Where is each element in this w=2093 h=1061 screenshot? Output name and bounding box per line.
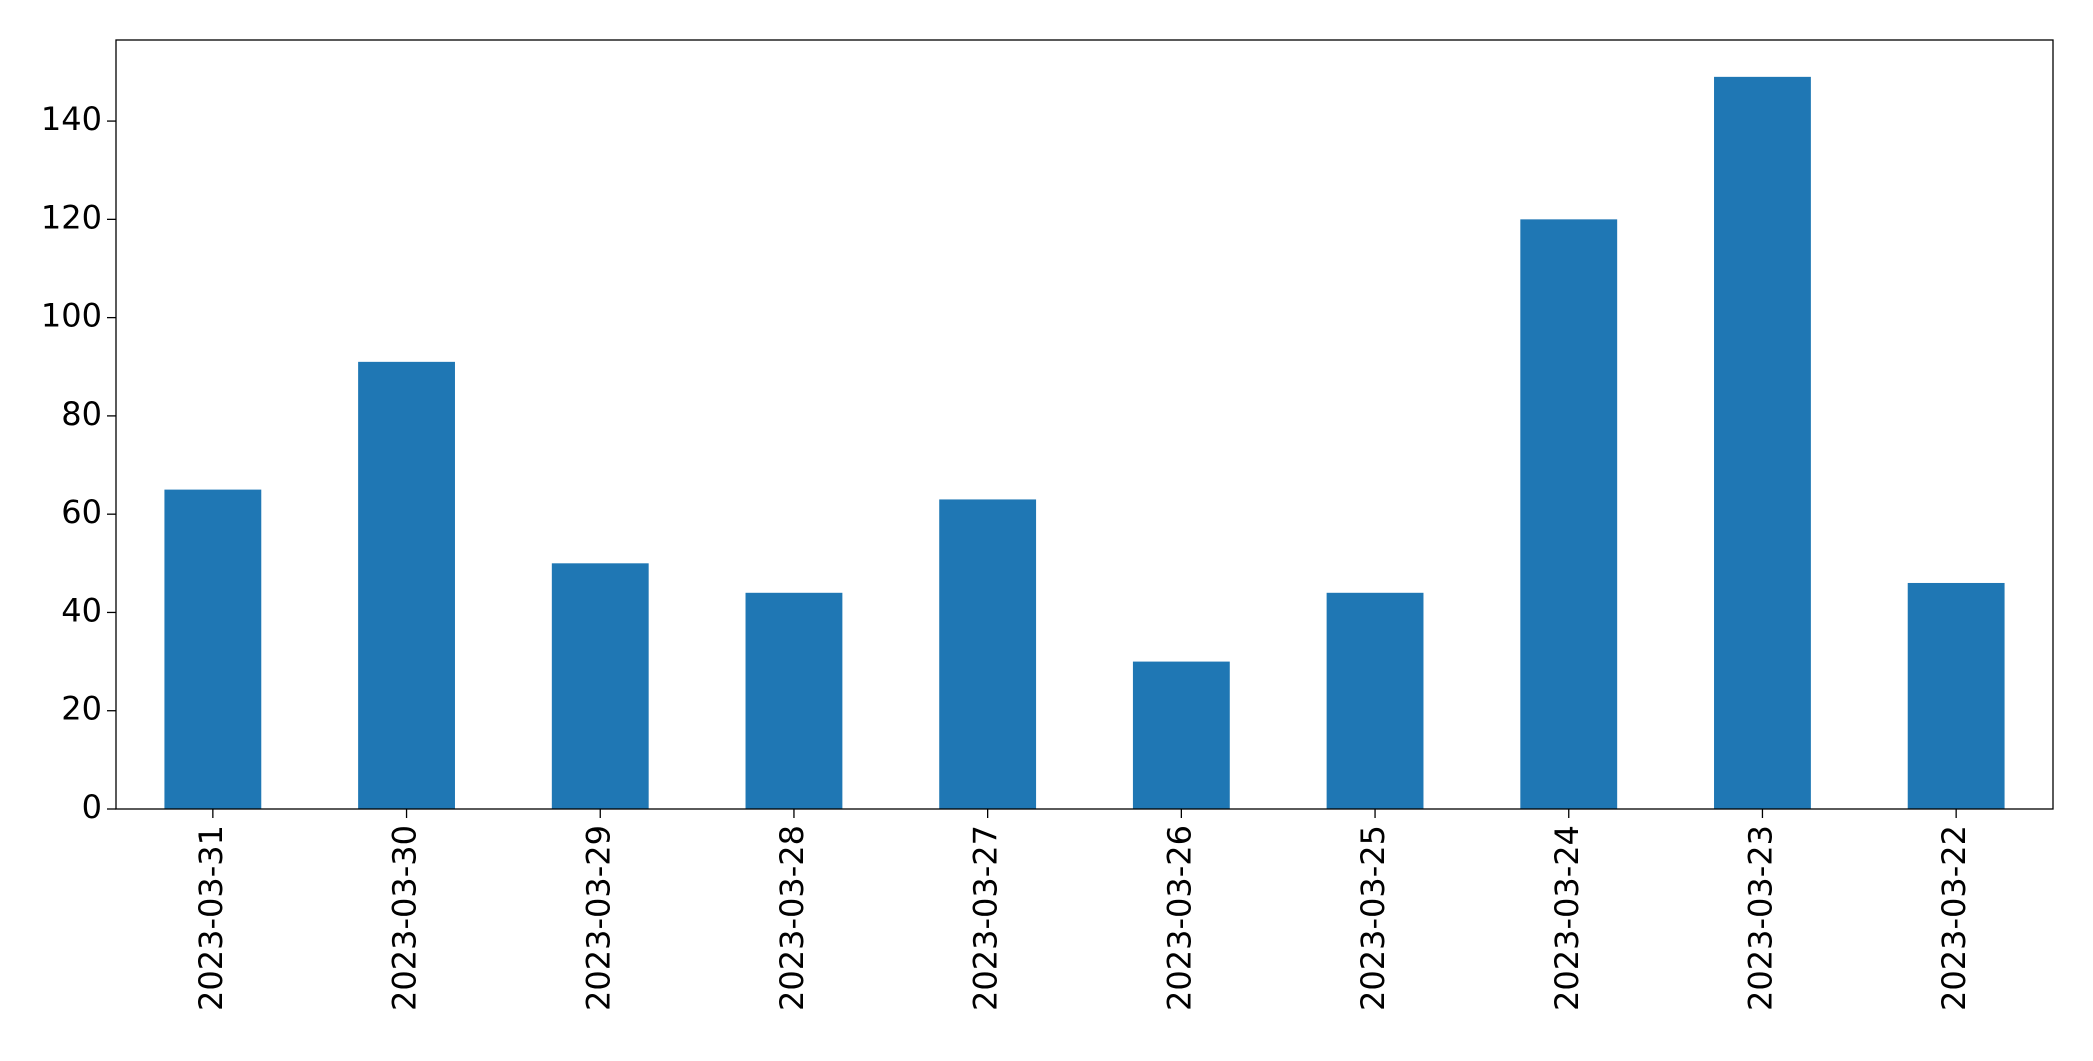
y-tick-label: 80 [61,395,102,433]
bar [1326,592,1424,809]
x-tick-label: 2023-03-26 [1160,825,1198,1011]
y-tick-label: 20 [61,690,102,728]
bar [1132,661,1230,809]
x-tick-label: 2023-03-27 [967,825,1005,1011]
bar [358,361,455,809]
bar [1714,76,1811,810]
x-tick-label: 2023-03-30 [386,825,424,1011]
y-tick-label: 0 [82,788,102,826]
y-tick-label: 60 [61,493,102,531]
x-tick-label: 2023-03-28 [773,825,811,1011]
y-tick-label: 100 [41,297,102,335]
x-tick-label: 2023-03-22 [1935,825,1973,1011]
x-tick-label: 2023-03-24 [1548,825,1586,1011]
plot-frame [115,39,2054,810]
x-tick-label: 2023-03-29 [579,825,617,1011]
bar [745,592,843,809]
bar [551,563,649,809]
x-tick-label: 2023-03-31 [192,825,230,1011]
bar [164,489,262,809]
bar [1520,219,1618,809]
y-tick-label: 40 [61,591,102,629]
x-tick-label: 2023-03-25 [1354,825,1392,1011]
y-tick-label: 140 [41,100,102,138]
y-tick-label: 120 [41,198,102,236]
bar [1907,582,2005,809]
x-tick-label: 2023-03-23 [1741,825,1779,1011]
bar [939,499,1037,809]
